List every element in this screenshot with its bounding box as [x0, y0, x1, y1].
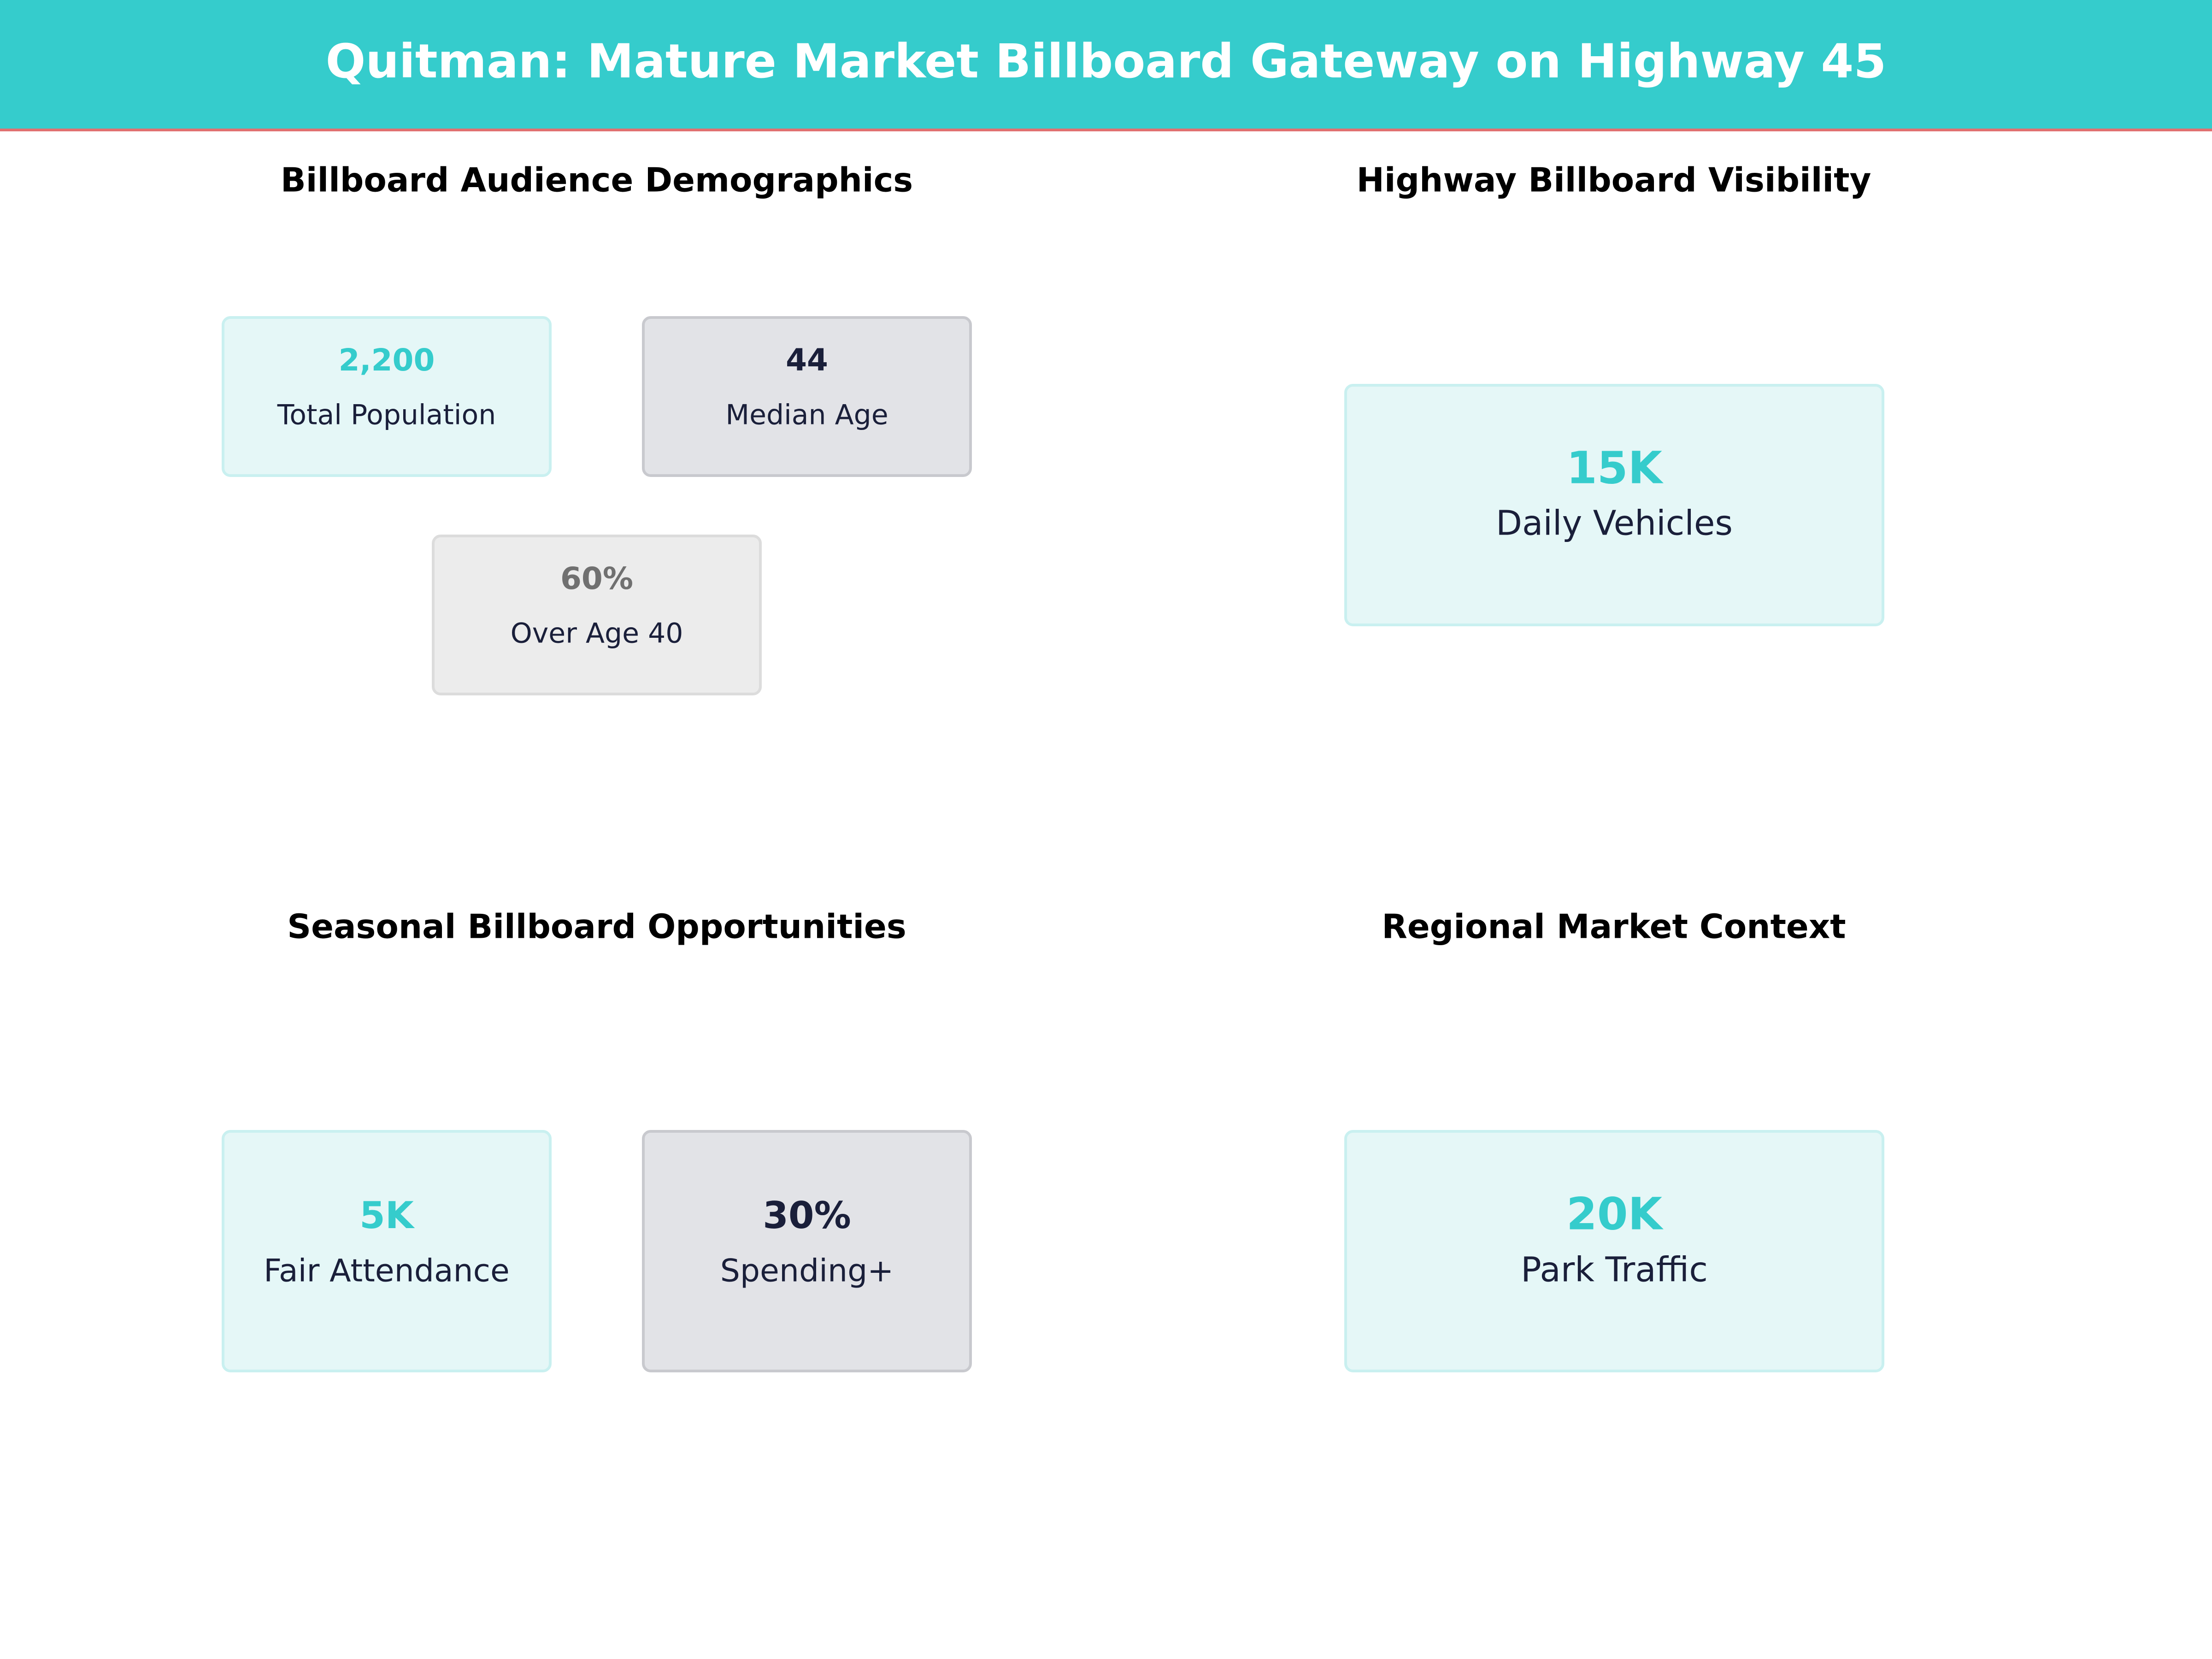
- panel-title: Regional Market Context: [1382, 907, 1846, 946]
- kpi-card: 20K Park Traffic: [1344, 1130, 1884, 1372]
- panel-title: Highway Billboard Visibility: [1357, 161, 1871, 200]
- kpi-value: 5K: [359, 1194, 415, 1237]
- kpi-card: 60% Over Age 40: [432, 535, 762, 695]
- header-bar: [0, 0, 2212, 130]
- kpi-card: 15K Daily Vehicles: [1344, 384, 1884, 626]
- kpi-card: 44 Median Age: [642, 316, 972, 477]
- kpi-label: Park Traffic: [1521, 1250, 1708, 1290]
- kpi-label: Total Population: [277, 399, 496, 431]
- kpi-value: 44: [786, 342, 828, 378]
- kpi-label: Daily Vehicles: [1496, 504, 1733, 543]
- kpi-label: Median Age: [725, 399, 888, 431]
- kpi-card: 30% Spending+: [642, 1130, 972, 1372]
- kpi-label: Over Age 40: [511, 618, 683, 650]
- kpi-value: 15K: [1566, 442, 1664, 494]
- kpi-card: 2,200 Total Population: [222, 316, 552, 477]
- kpi-value: 20K: [1566, 1188, 1664, 1240]
- kpi-value: 30%: [763, 1194, 851, 1237]
- panel-title: Billboard Audience Demographics: [281, 161, 913, 200]
- kpi-label: Spending+: [720, 1253, 894, 1289]
- panel-title: Seasonal Billboard Opportunities: [287, 907, 906, 946]
- kpi-value: 2,200: [339, 342, 435, 378]
- page-title: Quitman: Mature Market Billboard Gateway…: [326, 34, 1887, 89]
- kpi-label: Fair Attendance: [264, 1253, 510, 1289]
- kpi-value: 60%: [560, 561, 633, 596]
- kpi-card: 5K Fair Attendance: [222, 1130, 552, 1372]
- header-rule: [0, 129, 2212, 131]
